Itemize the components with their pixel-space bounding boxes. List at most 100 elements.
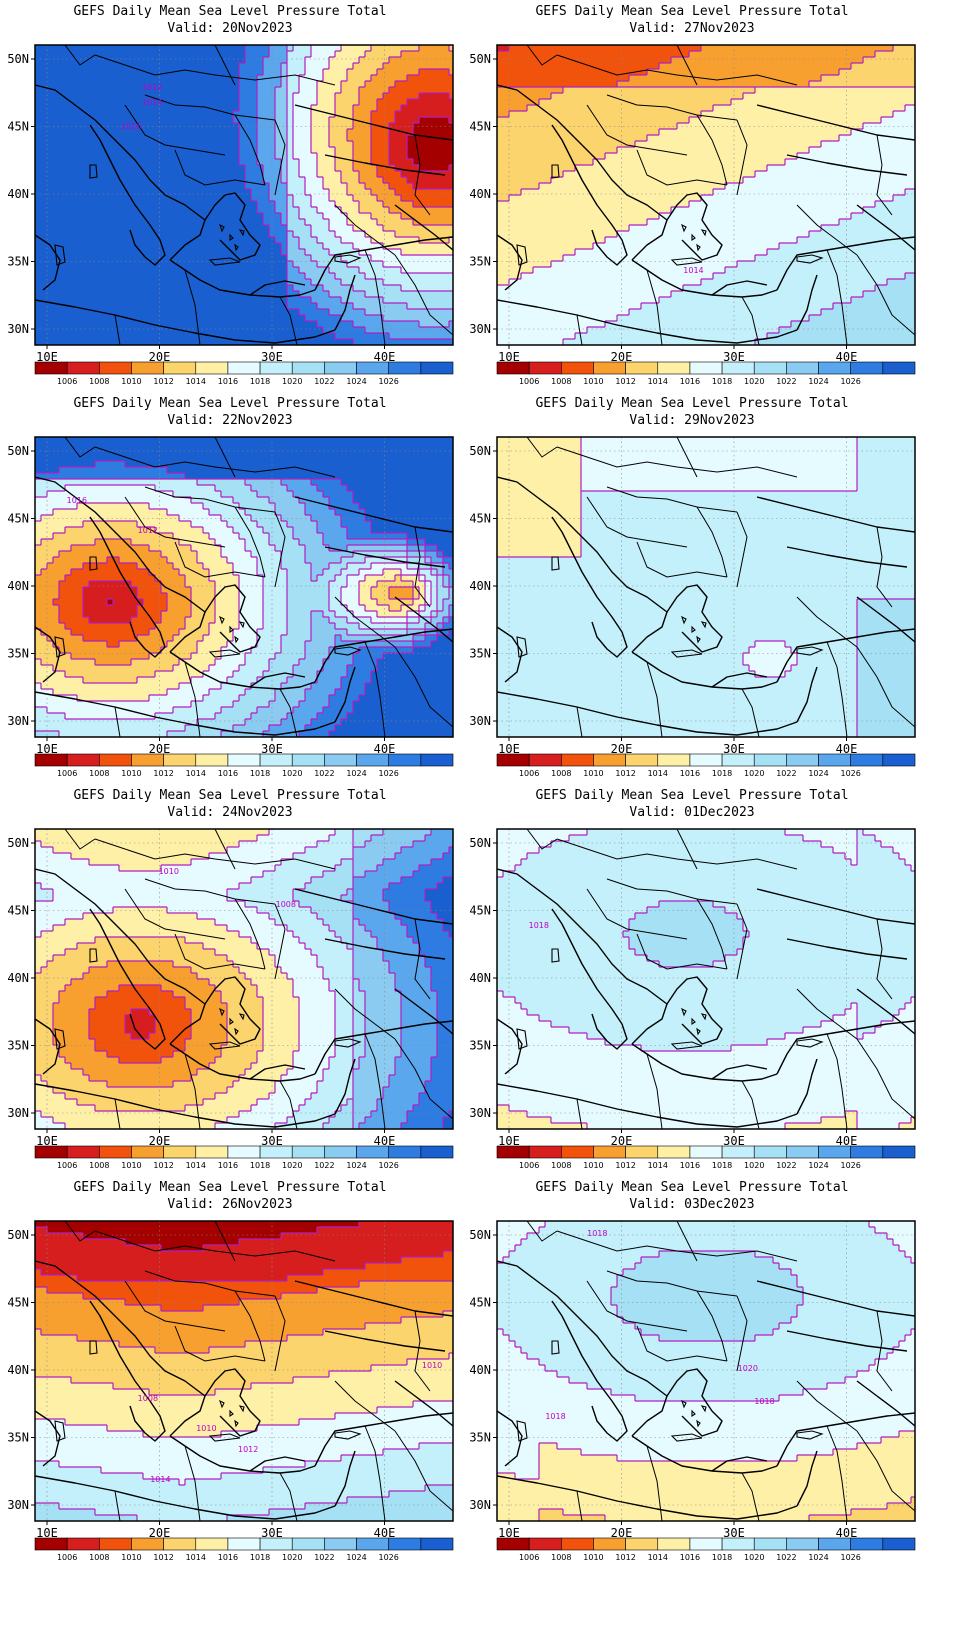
map-panel: GEFS Daily Mean Sea Level Pressure Total… [462, 392, 922, 792]
colorbar-label: 1022 [776, 1161, 796, 1170]
lon-tick-label: 20E [149, 742, 171, 756]
colorbar-swatch [195, 1537, 229, 1551]
colorbar-label: 1026 [841, 769, 861, 778]
lon-tick-label: 20E [611, 742, 633, 756]
lat-tick-label: 40N [469, 579, 491, 593]
colorbar-swatch [786, 1537, 819, 1551]
colorbar-swatch [625, 753, 659, 767]
panel-title: GEFS Daily Mean Sea Level Pressure Total [73, 4, 387, 19]
colorbar-swatch [721, 361, 755, 375]
lat-tick-label: 35N [7, 1039, 29, 1053]
panel-title: GEFS Daily Mean Sea Level Pressure Total [73, 396, 387, 411]
colorbar-label: 1022 [776, 377, 796, 386]
colorbar-label: 1016 [218, 1161, 238, 1170]
map-panel: GEFS Daily Mean Sea Level Pressure Total… [462, 0, 922, 400]
colorbar-swatch [259, 1145, 293, 1159]
lon-tick-label: 30E [723, 1134, 745, 1148]
colorbar-swatch [131, 753, 164, 767]
colorbar-swatch [227, 361, 261, 375]
colorbar-label: 1008 [551, 1553, 571, 1562]
coastlines [35, 476, 453, 736]
panel-valid-date: Valid: 26Nov2023 [167, 1197, 293, 1212]
lon-tick-label: 40E [836, 350, 858, 364]
colorbar: 1006 1008 1010 1012 1014 1016 1018 1020 1022 1024… [34, 1537, 454, 1562]
colorbar-label: 1010 [121, 377, 141, 386]
colorbar-swatch [227, 1537, 261, 1551]
contour-label: 1014 [150, 1475, 170, 1484]
colorbar-swatch [99, 361, 132, 375]
colorbar-swatch [528, 1537, 562, 1551]
lat-tick-label: 50N [7, 836, 29, 850]
lon-tick-label: 20E [611, 1134, 633, 1148]
lat-tick-label: 30N [469, 322, 491, 336]
contour-label: 1008 [276, 900, 296, 909]
country-borders [64, 1221, 453, 1521]
lon-tick-label: 10E [36, 742, 58, 756]
colorbar-label: 1006 [519, 1553, 539, 1562]
colorbar-swatch [786, 361, 819, 375]
colorbar-swatch [163, 1537, 197, 1551]
colorbar-swatch [420, 1145, 454, 1159]
colorbar-swatch [324, 361, 357, 375]
lon-tick-label: 10E [498, 742, 520, 756]
panel-valid-date: Valid: 03Dec2023 [629, 1197, 755, 1212]
lat-tick-label: 50N [7, 1228, 29, 1242]
colorbar-swatch [850, 1145, 884, 1159]
contour-label: 1012 [138, 526, 158, 535]
colorbar-swatch [496, 361, 530, 375]
colorbar-label: 1018 [250, 1553, 270, 1562]
colorbar-label: 1026 [841, 1161, 861, 1170]
colorbar-swatch [818, 1145, 851, 1159]
colorbar-label: 1020 [282, 377, 302, 386]
lat-tick-label: 30N [7, 322, 29, 336]
colorbar-swatch [528, 361, 562, 375]
colorbar-label: 1012 [615, 769, 635, 778]
contour-label: 1018 [529, 921, 549, 930]
colorbar-swatch [593, 1537, 626, 1551]
colorbar-swatch [420, 361, 454, 375]
colorbar-label: 1018 [250, 1161, 270, 1170]
colorbar-swatch [721, 1145, 755, 1159]
colorbar-swatch [496, 1145, 530, 1159]
colorbar-label: 1006 [57, 1553, 77, 1562]
colorbar-swatch [818, 361, 851, 375]
panel-valid-date: Valid: 24Nov2023 [167, 805, 293, 820]
colorbar-swatch [721, 753, 755, 767]
colorbar-label: 1012 [153, 1553, 173, 1562]
colorbar-swatch [324, 753, 357, 767]
colorbar: 1006 1008 1010 1012 1014 1016 1018 1020 1022 1024… [34, 361, 454, 386]
colorbar-swatch [99, 753, 132, 767]
colorbar-swatch [689, 1145, 723, 1159]
colorbar-label: 1020 [744, 1553, 764, 1562]
contour-label: 1014 [142, 98, 162, 107]
pressure-field [35, 829, 453, 1129]
contour-label: 1016 [121, 122, 141, 131]
map-panel: GEFS Daily Mean Sea Level Pressure Total… [0, 0, 460, 400]
lon-tick-label: 10E [498, 350, 520, 364]
colorbar-swatch [753, 361, 787, 375]
colorbar-swatch [753, 1537, 787, 1551]
colorbar-label: 1006 [519, 1161, 539, 1170]
country-borders [64, 829, 453, 1129]
colorbar-swatch [291, 361, 325, 375]
lat-tick-label: 45N [7, 1296, 29, 1310]
lon-tick-label: 30E [261, 350, 283, 364]
colorbar-label: 1008 [89, 769, 109, 778]
lon-tick-label: 30E [261, 1526, 283, 1540]
lat-tick-label: 35N [469, 255, 491, 269]
colorbar-label: 1010 [583, 769, 603, 778]
lat-tick-label: 35N [469, 647, 491, 661]
contour-label: 1010 [196, 1424, 216, 1433]
colorbar-label: 1006 [57, 769, 77, 778]
colorbar-label: 1024 [808, 769, 828, 778]
colorbar-label: 1024 [808, 1553, 828, 1562]
colorbar-swatch [227, 753, 261, 767]
colorbar-swatch [356, 753, 389, 767]
colorbar-swatch [99, 1537, 132, 1551]
lat-tick-label: 40N [7, 1363, 29, 1377]
